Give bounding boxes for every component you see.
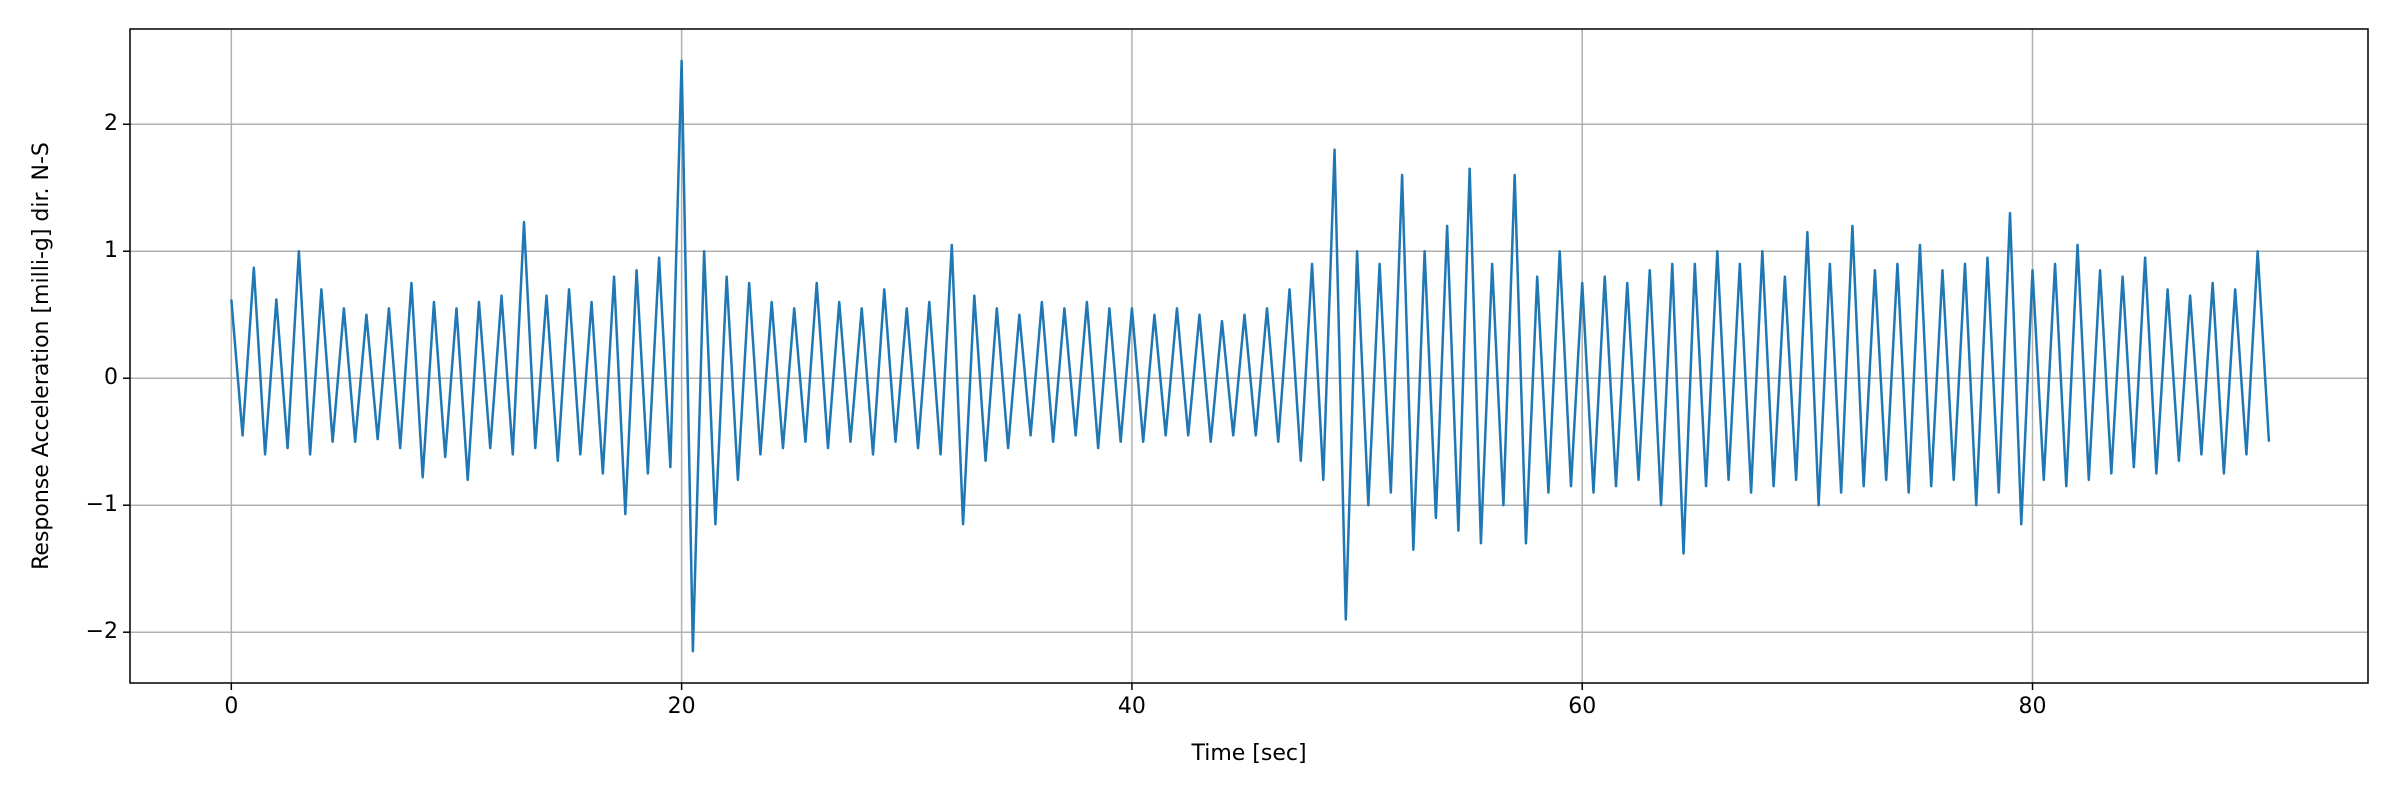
x-axis-label: Time [sec] [1190, 741, 1306, 766]
x-tick-label: 40 [1118, 694, 1146, 719]
y-tick-label: 0 [104, 365, 118, 390]
plot-frame [129, 28, 2369, 684]
x-tick-label: 60 [1568, 694, 1596, 719]
y-tick-label: −2 [86, 619, 118, 644]
x-tick-label: 0 [224, 694, 238, 719]
y-tick-label: −1 [86, 492, 118, 517]
y-tick-label: 1 [104, 238, 118, 263]
signal-line [230, 59, 2271, 653]
y-axis-label: Response Acceleration [milli-g] dir. N-S [29, 142, 54, 570]
x-tick-label: 20 [668, 694, 696, 719]
y-tick-label: 2 [104, 111, 118, 136]
x-tick-label: 80 [2019, 694, 2047, 719]
